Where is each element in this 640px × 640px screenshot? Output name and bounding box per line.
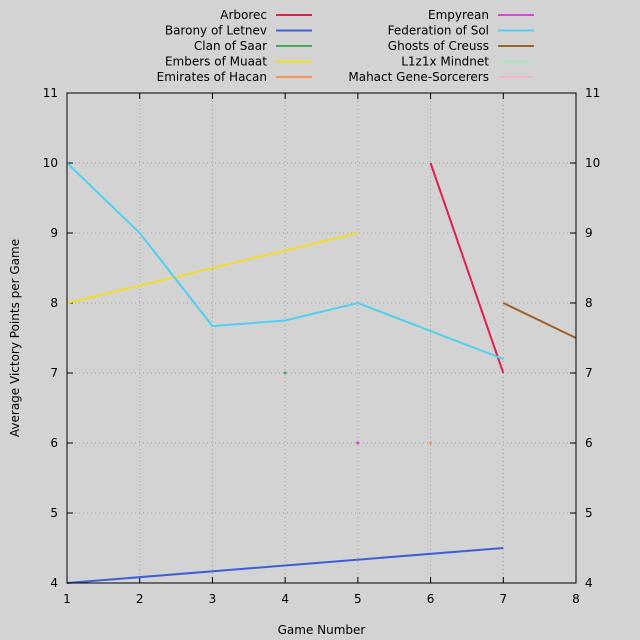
series-line-embers-of-muaat [66, 232, 359, 304]
y-tick-label-right: 8 [585, 296, 593, 310]
series-line-federation-of-sol [66, 162, 504, 360]
y-tick-label-left: 5 [50, 506, 58, 520]
y-tick-label-left: 6 [50, 436, 58, 450]
plot-border [66, 92, 577, 584]
x-tick-label: 3 [209, 592, 217, 606]
legend-label-barony-of-letnev: Barony of Letnev [165, 24, 267, 38]
y-tick-label-left: 10 [43, 156, 58, 170]
x-tick-label: 1 [63, 592, 71, 606]
y-tick-label-right: 9 [585, 226, 593, 240]
legend-label-l1z1x-mindnet: L1z1x Mindnet [401, 55, 489, 69]
y-tick-label-right: 10 [585, 156, 600, 170]
x-tick-label: 2 [136, 592, 144, 606]
series-line-barony-of-letnev [66, 547, 504, 584]
series-point-clan-of-saar [283, 371, 287, 375]
y-tick-label-right: 7 [585, 366, 593, 380]
series-line-ghosts-of-creuss [502, 302, 577, 339]
x-tick-label: 4 [281, 592, 289, 606]
legend-label-ghosts-of-creuss: Ghosts of Creuss [388, 39, 489, 53]
y-tick-label-right: 4 [585, 576, 593, 590]
legend-label-emirates-of-hacan: Emirates of Hacan [157, 70, 267, 84]
legend-label-mahact-gene-sorcerers: Mahact Gene-Sorcerers [348, 70, 489, 84]
y-tick-label-left: 9 [50, 226, 58, 240]
x-tick-label: 7 [499, 592, 507, 606]
series-point-emirates-of-hacan [429, 441, 433, 445]
x-tick-label: 6 [427, 592, 435, 606]
y-tick-label-left: 4 [50, 576, 58, 590]
y-tick-label-left: 7 [50, 366, 58, 380]
plot-area [67, 93, 576, 583]
legend-label-embers-of-muaat: Embers of Muaat [165, 55, 267, 69]
legend-label-empyrean: Empyrean [428, 8, 489, 22]
y-tick-label-left: 11 [43, 86, 58, 100]
series-layer [66, 162, 577, 584]
y-tick-label-left: 8 [50, 296, 58, 310]
series-line-arborec [429, 162, 505, 374]
legend-label-clan-of-saar: Clan of Saar [194, 39, 267, 53]
series-point-empyrean [356, 441, 360, 445]
y-tick-label-right: 11 [585, 86, 600, 100]
y-tick-label-right: 6 [585, 436, 593, 450]
x-tick-label: 5 [354, 592, 362, 606]
x-tick-label: 8 [572, 592, 580, 606]
x-axis-label: Game Number [278, 623, 366, 637]
y-axis-label: Average Victory Points per Game [8, 239, 22, 437]
legend-label-federation-of-sol: Federation of Sol [388, 24, 489, 38]
legend-label-arborec: Arborec [220, 8, 267, 22]
y-tick-label-right: 5 [585, 506, 593, 520]
grid-lines [67, 93, 576, 583]
